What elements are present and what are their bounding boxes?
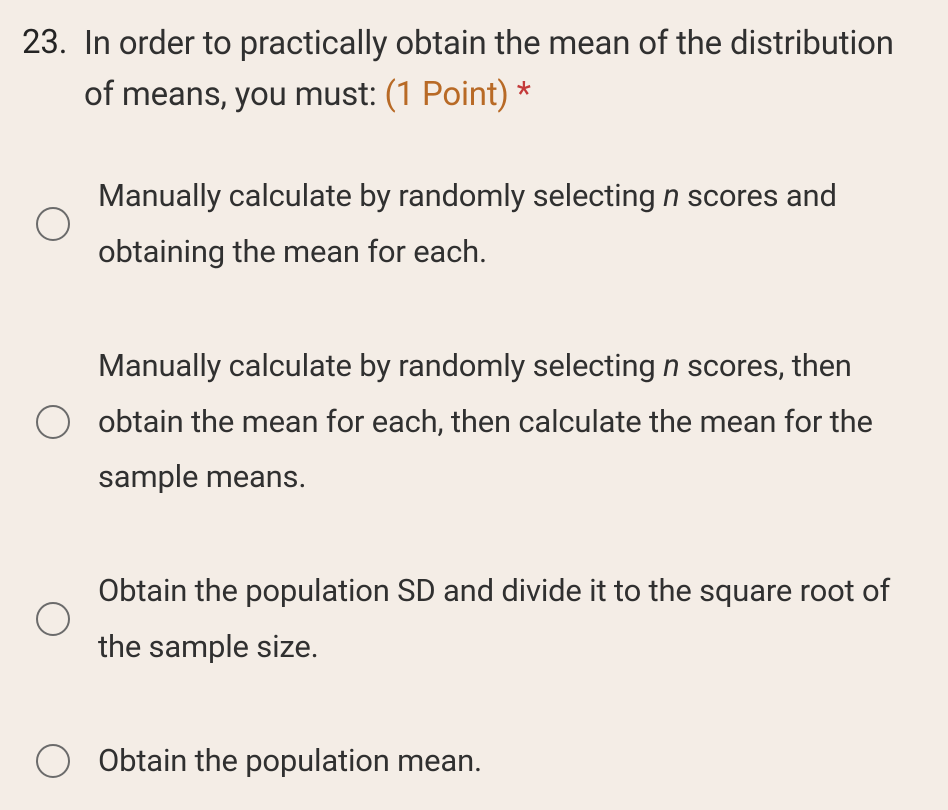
question-number: 23. [22,18,84,68]
option-label: Obtain the population SD and divide it t… [98,563,926,675]
radio-icon[interactable] [36,602,70,636]
options-group: Manually calculate by randomly selecting… [22,168,926,788]
radio-icon[interactable] [36,744,70,778]
option-opt-c[interactable]: Obtain the population SD and divide it t… [36,563,926,675]
required-marker: * [509,75,531,114]
radio-icon[interactable] [36,207,70,241]
question-block: 23. In order to practically obtain the m… [0,0,948,789]
radio-icon[interactable] [36,405,70,439]
question-text: In order to practically obtain the mean … [84,18,926,120]
option-label: Manually calculate by randomly selecting… [98,168,926,280]
option-label: Obtain the population mean. [98,733,482,789]
option-label: Manually calculate by randomly selecting… [98,338,926,505]
option-opt-a[interactable]: Manually calculate by randomly selecting… [36,168,926,280]
option-opt-b[interactable]: Manually calculate by randomly selecting… [36,338,926,505]
points-label: (1 Point) [385,75,509,114]
option-opt-d[interactable]: Obtain the population mean. [36,733,926,789]
question-header: 23. In order to practically obtain the m… [22,18,926,120]
